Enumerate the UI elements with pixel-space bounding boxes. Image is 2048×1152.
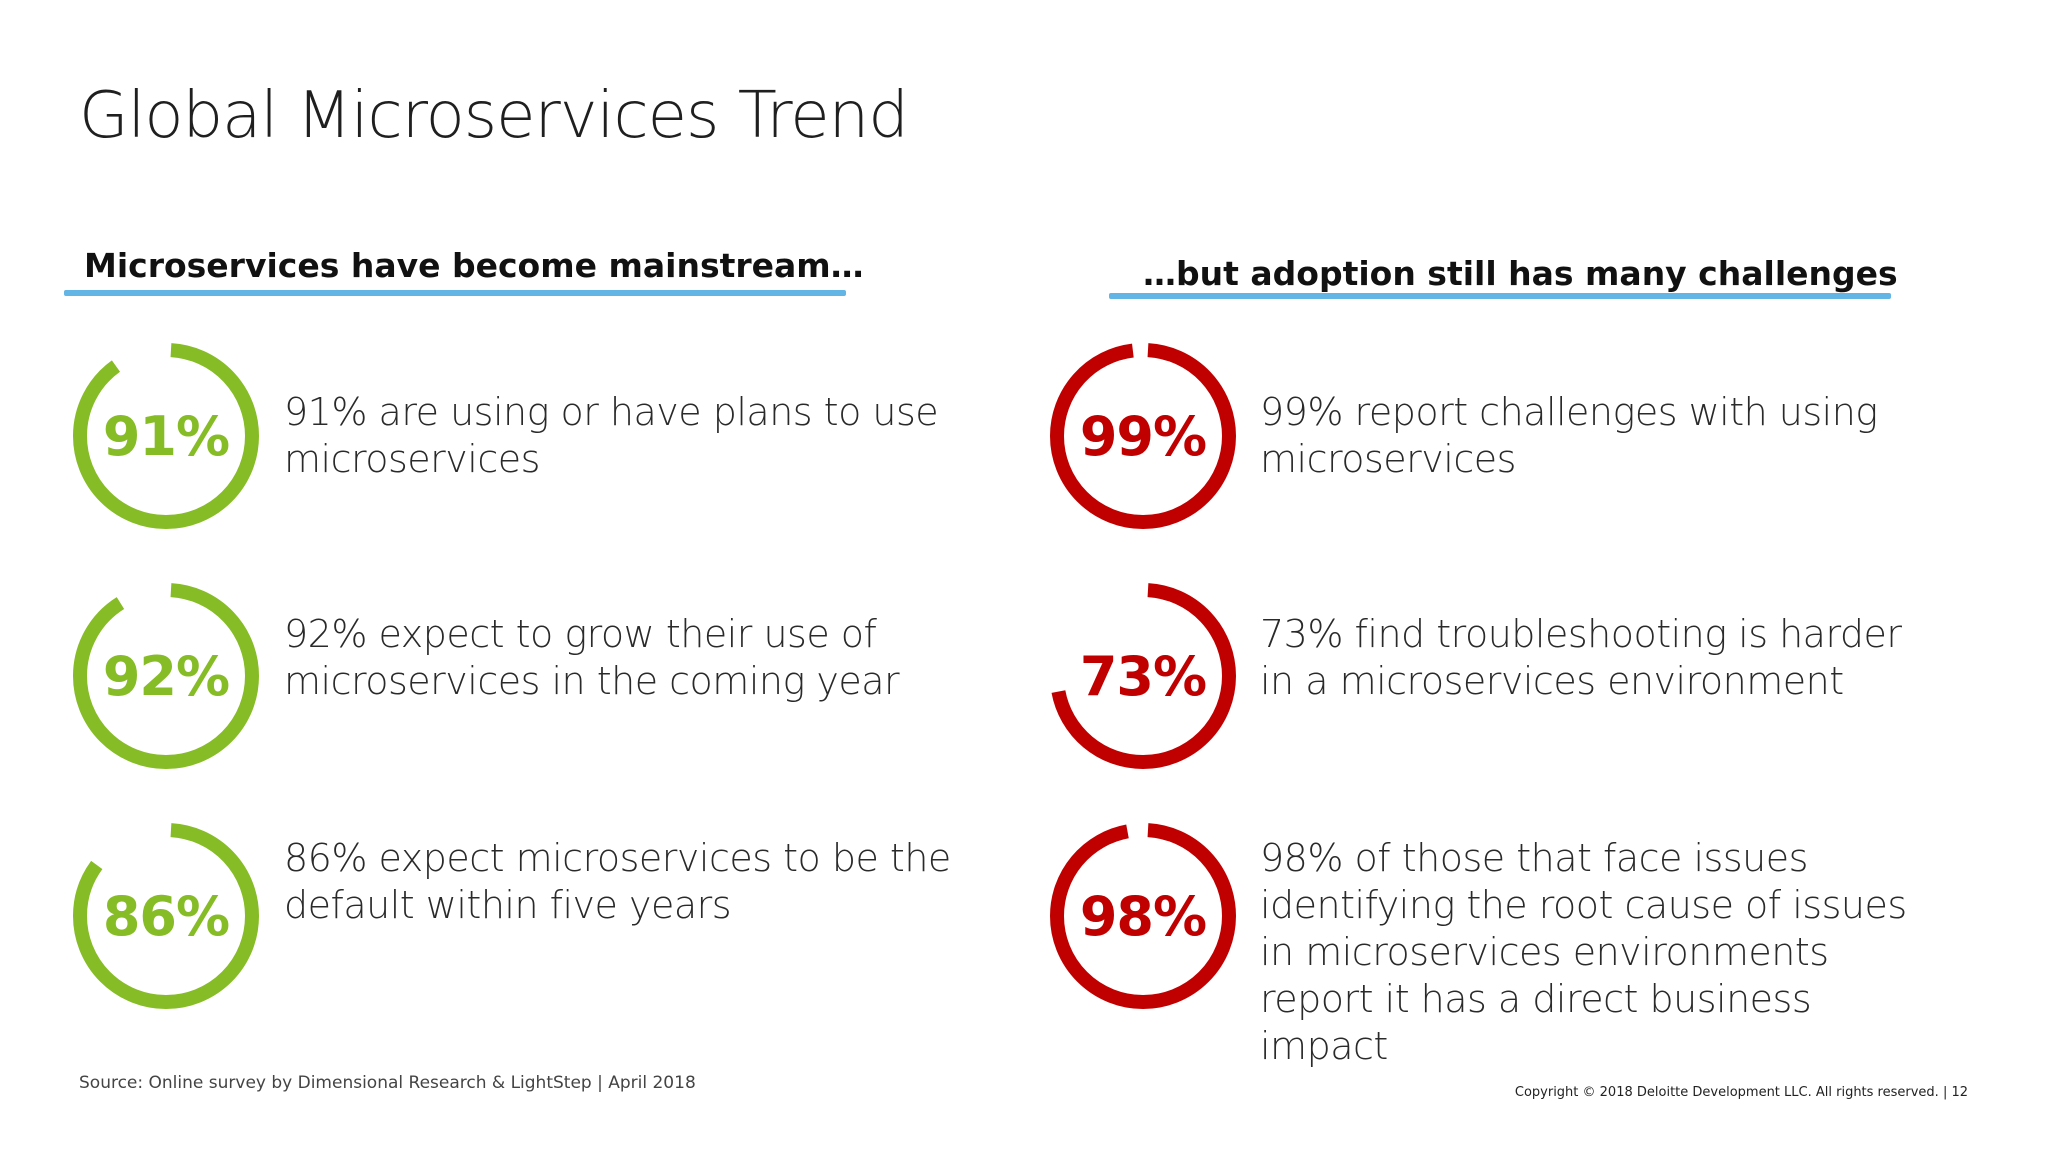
ring-value-label: 73% bbox=[1079, 644, 1207, 708]
left-stat-3-text: 86% expect microservices to be the defau… bbox=[284, 836, 951, 927]
left-stat-2-text: 92% expect to grow their use of microser… bbox=[284, 612, 900, 703]
right-heading-underline bbox=[1109, 293, 1891, 299]
ring-graphic bbox=[73, 343, 259, 529]
source-note: Source: Online survey by Dimensional Res… bbox=[79, 1073, 696, 1093]
left-stat-1-text: 91% are using or have plans to use micro… bbox=[284, 390, 939, 481]
right-column-heading: …but adoption still has many challenges bbox=[1143, 254, 1898, 293]
ring-value-label: 98% bbox=[1079, 884, 1207, 948]
progress-ring: 98% bbox=[1043, 816, 1243, 1016]
right-stat-1-text: 99% report challenges with using microse… bbox=[1260, 390, 1878, 481]
left-heading-underline bbox=[64, 290, 846, 296]
progress-ring: 92% bbox=[66, 576, 266, 776]
ring-arc bbox=[1050, 583, 1236, 769]
left-column-heading: Microservices have become mainstream… bbox=[84, 246, 864, 285]
ring-graphic bbox=[1050, 343, 1236, 529]
ring-arc bbox=[1050, 823, 1236, 1009]
progress-ring: 91% bbox=[66, 336, 266, 536]
ring-graphic bbox=[73, 583, 259, 769]
ring-value-label: 99% bbox=[1079, 404, 1207, 468]
ring-arc bbox=[73, 343, 259, 529]
ring-graphic bbox=[1050, 583, 1236, 769]
ring-arc bbox=[73, 583, 259, 769]
ring-graphic bbox=[1050, 823, 1236, 1009]
ring-value-label: 92% bbox=[102, 644, 230, 708]
ring-arc bbox=[73, 823, 259, 1009]
slide-title: Global Microservices Trend bbox=[79, 79, 909, 153]
progress-ring: 99% bbox=[1043, 336, 1243, 536]
right-stat-2-text: 73% find troubleshooting is harder in a … bbox=[1260, 612, 1902, 703]
ring-value-label: 91% bbox=[102, 404, 230, 468]
copyright-notice: Copyright © 2018 Deloitte Development LL… bbox=[1514, 1085, 1968, 1100]
progress-ring: 73% bbox=[1043, 576, 1243, 776]
ring-arc bbox=[1050, 343, 1236, 529]
ring-graphic bbox=[73, 823, 259, 1009]
progress-ring: 86% bbox=[66, 816, 266, 1016]
right-stat-3-text: 98% of those that face issues identifyin… bbox=[1260, 836, 1907, 1068]
ring-value-label: 86% bbox=[102, 884, 230, 948]
